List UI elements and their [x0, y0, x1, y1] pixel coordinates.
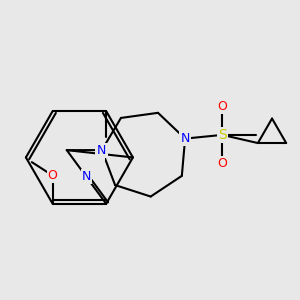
Text: N: N [97, 144, 106, 157]
Text: N: N [180, 132, 190, 145]
Text: S: S [96, 147, 104, 160]
Text: S: S [218, 128, 226, 142]
Text: O: O [48, 169, 58, 182]
Text: N: N [82, 170, 91, 183]
Text: O: O [217, 100, 227, 113]
Text: O: O [217, 157, 227, 169]
